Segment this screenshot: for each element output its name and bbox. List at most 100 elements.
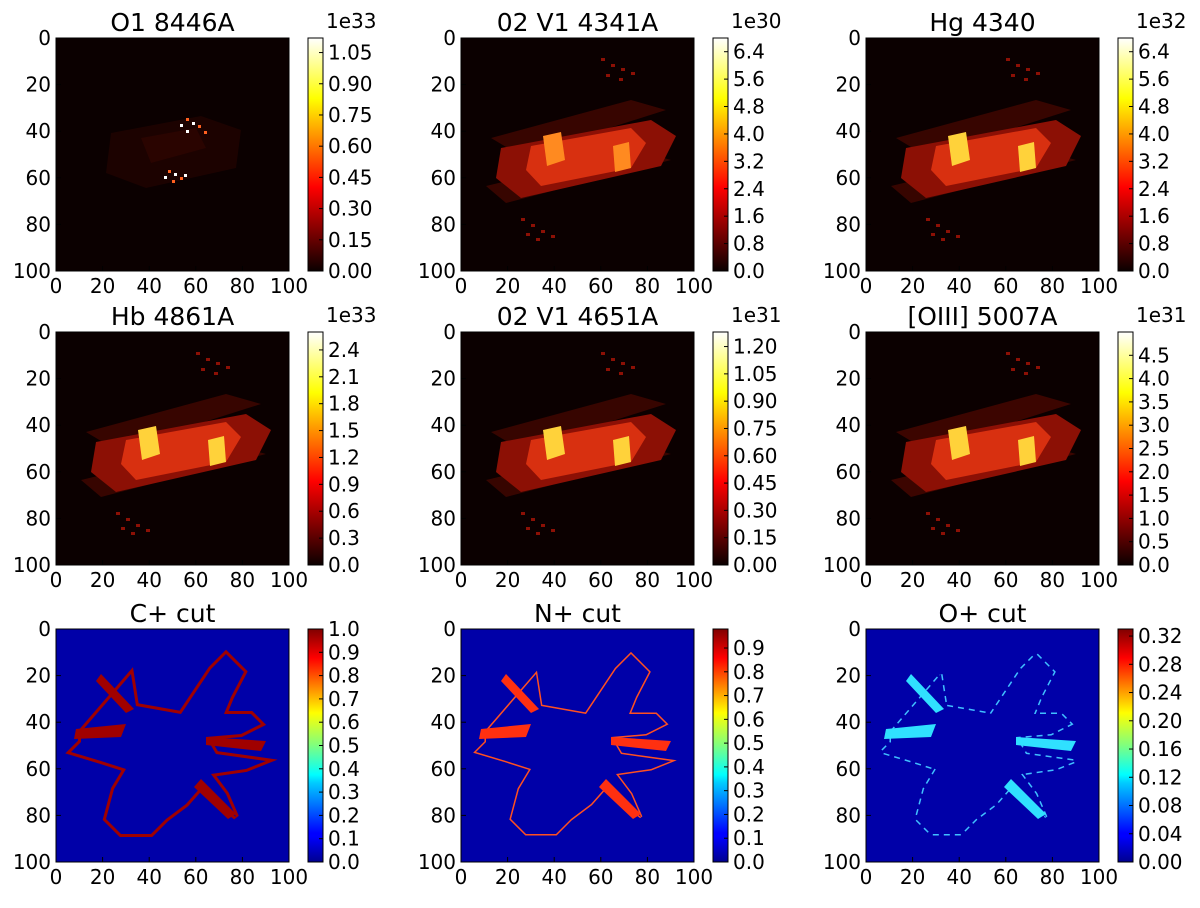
emission-knot — [526, 233, 530, 236]
emission-knot — [1036, 72, 1040, 75]
y-tick-label: 0 — [38, 26, 51, 50]
y-tick-label: 80 — [836, 506, 861, 530]
plot-frame — [460, 628, 695, 863]
emission-edge-bright — [208, 436, 226, 466]
x-tick-label: 40 — [946, 865, 971, 889]
x-tick-label: 100 — [1080, 568, 1118, 592]
colorbar — [712, 37, 729, 272]
heatmap-image — [461, 629, 694, 862]
colorbar-multiplier: 1e33 — [326, 9, 376, 33]
y-tick-label: 80 — [26, 803, 51, 827]
x-tick-label: 80 — [635, 274, 660, 298]
y-tick-label: 0 — [443, 320, 456, 344]
x-tick-label: 20 — [495, 274, 520, 298]
colorbar-tick-label: 0.90 — [328, 72, 373, 96]
plot-frame — [55, 37, 290, 272]
heatmap-image — [56, 38, 289, 271]
emission-knot — [551, 235, 555, 238]
emission-knot — [526, 527, 530, 530]
y-tick-label: 100 — [823, 553, 861, 577]
cut-wedge — [884, 724, 936, 739]
x-tick-label: 60 — [993, 274, 1018, 298]
y-tick-label: 80 — [431, 506, 456, 530]
emission-edge-bright — [613, 142, 631, 172]
colorbar-multiplier: 1e31 — [731, 303, 781, 327]
x-tick-label: 20 — [90, 865, 115, 889]
emission-knot — [1016, 358, 1020, 361]
x-tick-label: 80 — [230, 274, 255, 298]
emission-knot — [216, 362, 220, 365]
y-tick-label: 40 — [836, 119, 861, 143]
x-tick-label: 60 — [183, 568, 208, 592]
emission-knot — [606, 74, 610, 77]
colorbar-tick-label: 0.4 — [733, 755, 765, 779]
cut-wedge — [1004, 779, 1046, 819]
x-tick-label: 0 — [50, 274, 63, 298]
colorbar-tick-label: 0.75 — [328, 103, 373, 127]
y-tick-label: 100 — [823, 259, 861, 283]
emission-knot — [521, 512, 525, 515]
y-tick-label: 60 — [431, 460, 456, 484]
colorbar-tick-label: 0.0 — [328, 850, 360, 874]
colorbar-tick-label: 0.30 — [328, 197, 373, 221]
colorbar-tick-label: 0.24 — [1138, 681, 1183, 705]
colorbar-tick-label: 1.5 — [328, 419, 360, 443]
colorbar-tick-label: 4.0 — [733, 122, 765, 146]
colorbar-tick-label: 0.15 — [733, 526, 778, 550]
colorbar-tick-label: 0.0 — [733, 850, 765, 874]
emission-knot — [146, 529, 150, 532]
emission-knot — [946, 524, 950, 527]
x-tick-label: 40 — [946, 274, 971, 298]
colorbar-tick-label: 1.6 — [733, 204, 765, 228]
cut-wedge — [206, 737, 266, 751]
panel-title: O+ cut — [939, 599, 1027, 628]
colorbar-multiplier: 1e33 — [326, 303, 376, 327]
colorbar-tick-label: 1.20 — [733, 335, 778, 359]
x-tick-label: 80 — [635, 568, 660, 592]
colorbar-tick-label: 0.5 — [733, 731, 765, 755]
x-tick-label: 100 — [675, 568, 713, 592]
emission-knot — [1026, 68, 1030, 71]
colorbar-tick-label: 0.00 — [1138, 850, 1183, 874]
y-tick-label: 20 — [26, 664, 51, 688]
cut-wedge — [74, 724, 126, 739]
emission-knot — [611, 358, 615, 361]
colorbar-tick-label: 0.5 — [328, 734, 360, 758]
y-tick-label: 0 — [38, 617, 51, 641]
x-tick-label: 40 — [541, 865, 566, 889]
emission-knot — [936, 224, 940, 227]
x-tick-label: 60 — [183, 274, 208, 298]
y-tick-label: 100 — [13, 553, 51, 577]
emission-knot — [172, 180, 175, 183]
emission-knot — [1024, 78, 1028, 81]
emission-knot — [631, 72, 635, 75]
plot-frame — [460, 331, 695, 566]
heatmap-image — [461, 332, 694, 565]
heatmap-image — [866, 38, 1099, 271]
x-tick-label: 80 — [1040, 865, 1065, 889]
emission-knot — [541, 524, 545, 527]
emission-knot — [956, 529, 960, 532]
y-tick-label: 20 — [836, 367, 861, 391]
x-tick-label: 0 — [860, 865, 873, 889]
panel-title: 02 V1 4651A — [497, 302, 658, 331]
emission-knot — [956, 235, 960, 238]
x-tick-label: 0 — [860, 274, 873, 298]
y-tick-label: 80 — [836, 212, 861, 236]
colorbar-tick-label: 0.08 — [1138, 794, 1183, 818]
colorbar-tick-label: 1.05 — [733, 362, 778, 386]
emission-knot — [196, 352, 200, 355]
x-tick-label: 80 — [230, 865, 255, 889]
emission-knot — [180, 177, 183, 180]
emission-knot — [931, 233, 935, 236]
x-tick-label: 40 — [541, 274, 566, 298]
emission-knot — [126, 518, 130, 521]
emission-knot — [551, 529, 555, 532]
x-tick-label: 0 — [455, 568, 468, 592]
y-tick-label: 20 — [836, 664, 861, 688]
emission-region — [141, 128, 206, 163]
cut-wedge — [906, 674, 944, 713]
plot-frame — [865, 628, 1100, 863]
